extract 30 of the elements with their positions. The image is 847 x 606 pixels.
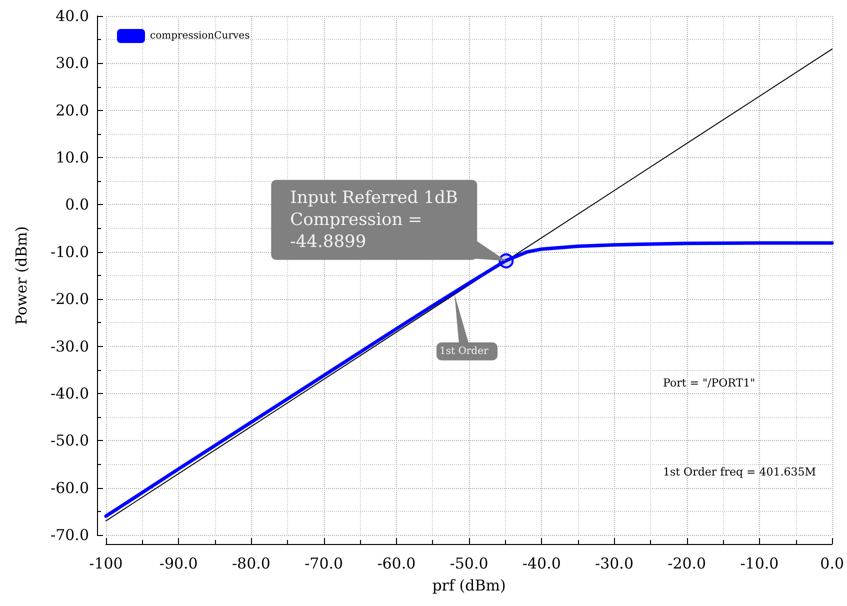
y-tick-label: -70.0 xyxy=(50,526,89,544)
x-tick-label: -60.0 xyxy=(377,554,416,572)
x-tick-label: -100 xyxy=(89,554,123,572)
y-tick-label: -50.0 xyxy=(50,432,89,450)
x-tick-label: -80.0 xyxy=(232,554,270,572)
y-tick-label: 10.0 xyxy=(56,148,89,167)
y-tick-label: 30.0 xyxy=(56,54,89,72)
y-tick-label: 0.0 xyxy=(65,196,89,214)
annotation: Port = "/PORT1" xyxy=(663,376,756,390)
x-tick-label: -20.0 xyxy=(668,554,706,572)
x-tick-label: -50.0 xyxy=(450,554,488,572)
annotation: Input Referred 1dB Compression = -44.8899 xyxy=(290,188,458,252)
annotation: 1st Order freq = 401.635M xyxy=(663,466,816,478)
y-tick-label: -20.0 xyxy=(50,290,89,308)
y-axis-title: Power (dBm) xyxy=(12,226,30,325)
y-tick-label: -60.0 xyxy=(50,478,89,497)
annotation: 1st Order xyxy=(440,346,489,357)
y-tick-label: -10.0 xyxy=(50,242,89,261)
x-tick-label: -90.0 xyxy=(159,554,198,572)
y-tick-label: 40.0 xyxy=(56,7,89,25)
x-axis-title: prf (dBm) xyxy=(432,576,506,594)
x-tick-label: 0.0 xyxy=(820,554,844,572)
x-tick-label: -40.0 xyxy=(522,554,561,572)
y-tick-label: -30.0 xyxy=(50,337,89,356)
x-tick-label: -30.0 xyxy=(595,554,634,572)
legend-label: compressionCurves xyxy=(150,30,250,42)
x-tick-label: -70.0 xyxy=(304,554,344,572)
y-tick-label: 20.0 xyxy=(56,101,89,120)
x-tick-label: -10.0 xyxy=(740,554,779,572)
y-tick-label: -40.0 xyxy=(50,384,89,402)
